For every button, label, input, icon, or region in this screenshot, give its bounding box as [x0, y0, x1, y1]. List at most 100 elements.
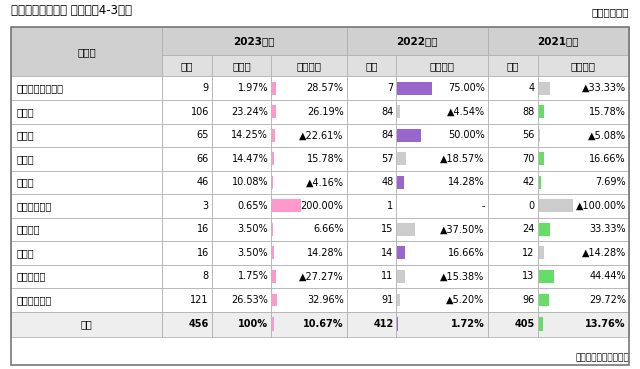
- Text: 16: 16: [196, 224, 209, 234]
- Bar: [538, 265, 628, 288]
- Bar: [212, 170, 271, 194]
- Bar: [346, 241, 397, 265]
- Bar: [488, 55, 538, 76]
- Bar: [271, 76, 346, 100]
- Bar: [397, 293, 400, 306]
- Bar: [162, 241, 212, 265]
- Bar: [397, 76, 488, 100]
- Text: 65: 65: [196, 130, 209, 140]
- Bar: [162, 218, 212, 241]
- Text: 91: 91: [381, 295, 394, 305]
- Text: ▲14.28%: ▲14.28%: [582, 248, 626, 258]
- Bar: [271, 55, 346, 76]
- Text: 15.78%: 15.78%: [589, 107, 626, 117]
- Bar: [12, 27, 162, 76]
- Text: 運輸業: 運輸業: [16, 248, 34, 258]
- Bar: [162, 312, 212, 337]
- Text: 産業名: 産業名: [77, 47, 96, 57]
- Bar: [539, 293, 549, 306]
- Bar: [538, 194, 628, 218]
- Bar: [162, 170, 212, 194]
- Bar: [397, 100, 488, 124]
- Bar: [397, 312, 488, 337]
- Bar: [271, 124, 346, 147]
- Text: ▲18.57%: ▲18.57%: [440, 154, 484, 164]
- Text: 製造業: 製造業: [16, 130, 34, 140]
- Bar: [539, 129, 540, 142]
- Text: 106: 106: [191, 107, 209, 117]
- Text: 農・林・漁・鉱業: 農・林・漁・鉱業: [16, 83, 63, 93]
- Bar: [162, 265, 212, 288]
- Bar: [346, 100, 397, 124]
- Text: 1.97%: 1.97%: [237, 83, 268, 93]
- Text: ▲5.20%: ▲5.20%: [447, 295, 484, 305]
- Bar: [162, 55, 212, 76]
- Bar: [539, 317, 543, 331]
- Bar: [272, 270, 276, 283]
- Text: 7: 7: [387, 83, 394, 93]
- Bar: [397, 246, 405, 259]
- Bar: [162, 27, 346, 55]
- Bar: [346, 288, 397, 312]
- Text: 東京商工リサーチ調べ: 東京商工リサーチ調べ: [575, 354, 628, 363]
- Text: 0.65%: 0.65%: [237, 201, 268, 211]
- Text: 建設業: 建設業: [16, 107, 34, 117]
- Bar: [271, 241, 346, 265]
- Bar: [397, 194, 488, 218]
- Bar: [488, 288, 538, 312]
- Text: 23.24%: 23.24%: [232, 107, 268, 117]
- Text: 9: 9: [203, 83, 209, 93]
- Bar: [272, 105, 276, 118]
- Text: 26.19%: 26.19%: [307, 107, 344, 117]
- Text: 32.96%: 32.96%: [307, 295, 344, 305]
- Text: サービス業他: サービス業他: [16, 295, 51, 305]
- Bar: [272, 317, 274, 331]
- Bar: [397, 55, 488, 76]
- Bar: [539, 199, 573, 212]
- Text: ▲4.54%: ▲4.54%: [447, 107, 484, 117]
- Text: 26.53%: 26.53%: [232, 295, 268, 305]
- Bar: [12, 312, 162, 337]
- Text: 2022年度: 2022年度: [396, 36, 438, 46]
- Text: 200.00%: 200.00%: [301, 201, 344, 211]
- Text: 42: 42: [522, 177, 534, 187]
- Bar: [272, 129, 275, 142]
- Text: 12: 12: [522, 248, 534, 258]
- Bar: [12, 288, 162, 312]
- Text: 14.47%: 14.47%: [232, 154, 268, 164]
- Bar: [488, 124, 538, 147]
- Bar: [272, 246, 275, 259]
- Bar: [212, 147, 271, 170]
- Text: 11: 11: [381, 272, 394, 282]
- Bar: [272, 223, 273, 236]
- Text: 情報通信業: 情報通信業: [16, 272, 45, 282]
- Text: 24: 24: [522, 224, 534, 234]
- Text: 16.66%: 16.66%: [448, 248, 484, 258]
- Bar: [538, 147, 628, 170]
- Text: 10.08%: 10.08%: [232, 177, 268, 187]
- Bar: [539, 223, 550, 236]
- Bar: [271, 288, 346, 312]
- Text: 前年度比: 前年度比: [296, 61, 321, 71]
- Bar: [271, 265, 346, 288]
- Bar: [346, 218, 397, 241]
- Text: 3.50%: 3.50%: [237, 248, 268, 258]
- Text: 13.76%: 13.76%: [586, 320, 626, 330]
- Text: 29.72%: 29.72%: [589, 295, 626, 305]
- Bar: [12, 194, 162, 218]
- Text: 84: 84: [381, 130, 394, 140]
- Bar: [212, 100, 271, 124]
- Bar: [212, 55, 271, 76]
- Bar: [271, 194, 346, 218]
- Bar: [12, 76, 162, 100]
- Bar: [539, 246, 543, 259]
- Bar: [12, 265, 162, 288]
- Text: 412: 412: [373, 320, 394, 330]
- Bar: [346, 147, 397, 170]
- Text: ▲15.38%: ▲15.38%: [440, 272, 484, 282]
- Text: 100%: 100%: [238, 320, 268, 330]
- Bar: [12, 170, 162, 194]
- Bar: [162, 76, 212, 100]
- Bar: [397, 147, 488, 170]
- Bar: [346, 55, 397, 76]
